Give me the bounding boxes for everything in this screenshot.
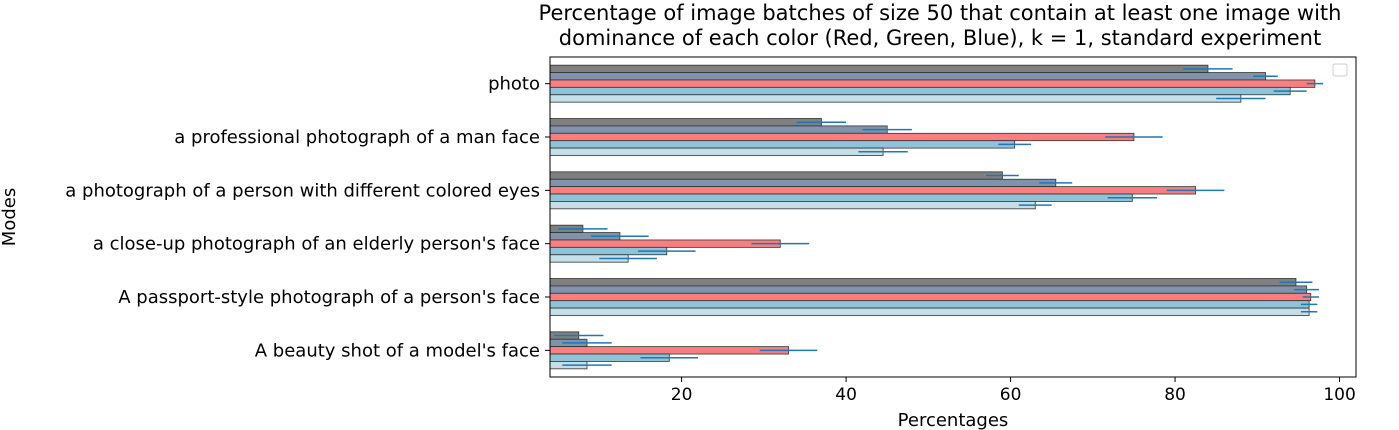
y-tick-label: a professional photograph of a man face (174, 127, 540, 148)
bar (549, 94, 1242, 103)
legend-box (1332, 63, 1348, 77)
y-tick-label: A beauty shot of a model's face (255, 340, 540, 361)
bar (549, 292, 1312, 302)
x-tick-label: 20 (671, 385, 693, 405)
y-axis-ticks: photo a professional photograph of a man … (65, 74, 550, 361)
x-tick-label: 100 (1323, 385, 1355, 405)
bar (549, 64, 1209, 73)
x-tick-label: 60 (1000, 385, 1022, 405)
x-axis-ticks: 20 40 60 80 100 (671, 377, 1356, 405)
y-tick-label: photo (488, 74, 540, 95)
bar (549, 346, 789, 355)
bar (549, 178, 1057, 188)
bar (549, 307, 1310, 316)
bar (549, 239, 781, 248)
y-tick-label: a close-up photograph of an elderly pers… (93, 234, 540, 255)
bar (549, 186, 1197, 195)
bar (549, 140, 1016, 149)
plot-frame (549, 56, 1357, 378)
bar (549, 300, 1310, 309)
x-tick-label: 40 (835, 385, 857, 405)
bar (549, 171, 1003, 180)
bar (549, 79, 1316, 88)
chart-title-line1: Percentage of image batches of size 50 t… (539, 1, 1342, 25)
bar (549, 278, 1297, 287)
chart-title-line2: dominance of each color (Red, Green, Blu… (559, 26, 1321, 50)
x-tick-label: 80 (1164, 385, 1186, 405)
bar (549, 72, 1266, 81)
y-axis-label: Modes (0, 188, 20, 246)
bar (549, 147, 884, 156)
y-tick-label: A passport-style photograph of a person'… (118, 287, 540, 308)
x-axis-label: Percentages (898, 410, 1009, 430)
bar (549, 201, 1036, 210)
bars-layer (549, 64, 1316, 370)
bar (549, 125, 888, 134)
bar (549, 285, 1308, 294)
error-bars-layer (554, 68, 1324, 366)
bar (549, 132, 1135, 142)
bar (549, 118, 822, 127)
y-tick-label: a photograph of a person with different … (65, 180, 540, 201)
bar (549, 86, 1291, 96)
bar (549, 193, 1133, 202)
